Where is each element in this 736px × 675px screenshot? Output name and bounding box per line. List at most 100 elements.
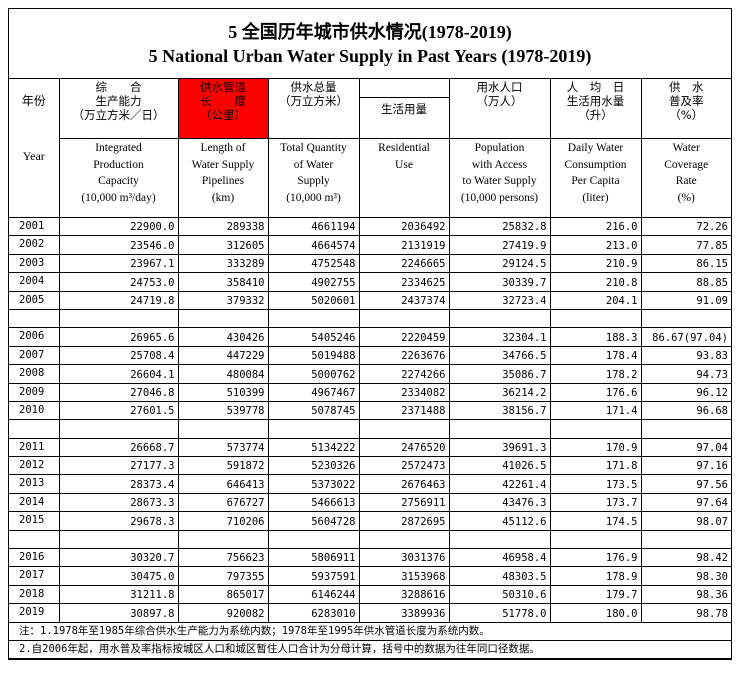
blank-row <box>9 419 731 439</box>
value-cell: 188.3 <box>549 327 642 347</box>
header-line: Daily Water <box>567 142 624 154</box>
value-cell: 2476520 <box>358 437 450 458</box>
value-cell: 174.5 <box>549 511 642 531</box>
blank-cell <box>267 529 360 550</box>
value-cell: 25832.8 <box>448 216 551 237</box>
header-line: to Water Supply <box>462 175 537 187</box>
value-cell: 333289 <box>177 253 269 274</box>
value-cell: 4661194 <box>267 216 360 237</box>
value-cell: 28373.4 <box>58 474 179 494</box>
header-line: 供 水 <box>669 80 704 94</box>
value-cell: 31211.8 <box>58 584 179 605</box>
value-cell: 646413 <box>177 474 269 494</box>
table-row: 2011 26668.7 573774 5134222 2476520 39691.3 17… <box>9 437 731 458</box>
header-line: Water Supply <box>191 158 255 171</box>
column-header-en: Total Quantity of Water Supply (10,000 m³) <box>267 138 360 218</box>
header-line: (%) <box>677 191 695 204</box>
value-cell: 710206 <box>177 511 269 531</box>
value-cell: 178.2 <box>549 364 642 384</box>
header-line: (liter) <box>582 191 609 204</box>
header-line: 综 合 <box>95 80 142 94</box>
value-cell: 48303.5 <box>448 566 551 586</box>
blank-cell <box>358 308 450 329</box>
value-cell: 539778 <box>177 400 269 421</box>
value-cell: 4967467 <box>267 382 360 402</box>
value-cell: 72.26 <box>640 216 731 237</box>
value-cell: 41026.5 <box>448 456 551 476</box>
value-cell: 27419.9 <box>448 235 551 255</box>
header-line: （%） <box>669 108 704 122</box>
year-cell: 2018 <box>9 584 60 605</box>
header-line: (10,000 persons) <box>460 191 539 204</box>
value-cell: 26965.6 <box>58 327 179 347</box>
value-cell: 96.68 <box>640 400 731 421</box>
column-header-cn: 供水总量 （万立方米） <box>267 79 360 139</box>
value-cell: 5078745 <box>267 400 360 421</box>
header-line <box>359 79 449 98</box>
value-cell: 180.0 <box>549 603 642 623</box>
value-cell: 210.8 <box>549 272 642 292</box>
value-cell: 23546.0 <box>58 235 179 255</box>
value-cell: 6146244 <box>267 584 360 605</box>
blank-cell <box>58 529 179 550</box>
blank-cell <box>267 419 360 439</box>
header-line: 生活用量 <box>381 102 427 116</box>
year-header: 年份 Year <box>9 79 60 218</box>
header-line: Rate <box>675 175 697 187</box>
year-header-en: Year <box>22 149 45 163</box>
table-title: 5 全国历年城市供水情况(1978-2019) 5 National Urban… <box>9 9 731 79</box>
blank-cell <box>58 308 179 329</box>
value-cell: 98.36 <box>640 584 731 605</box>
blank-cell <box>9 529 60 550</box>
value-cell: 2220459 <box>358 327 450 347</box>
value-cell: 5405246 <box>267 327 360 347</box>
blank-cell <box>549 529 642 550</box>
value-cell: 2572473 <box>358 456 450 476</box>
value-cell: 25708.4 <box>58 345 179 366</box>
title-cn: 5 全国历年城市供水情况(1978-2019) <box>228 22 512 42</box>
blank-cell <box>448 419 551 439</box>
blank-cell <box>177 308 269 329</box>
blank-cell <box>177 419 269 439</box>
header-line: Residential <box>378 142 430 154</box>
value-cell: 30339.7 <box>448 272 551 292</box>
table-row: 2018 31211.8 865017 6146244 3288616 50310.6 17… <box>9 584 731 605</box>
column-header-en: Length of Water Supply Pipelines (km) <box>177 138 269 218</box>
value-cell: 3153968 <box>358 566 450 586</box>
header-line: (10,000 m³) <box>286 191 341 204</box>
value-cell: 178.9 <box>549 566 642 586</box>
column-header-cn: 综 合生产能力 （万立方米／日） <box>58 79 179 139</box>
value-cell: 22900.0 <box>58 216 179 237</box>
header-line: Integrated <box>95 142 142 154</box>
table-row: 2007 25708.4 447229 5019488 2263676 34766.5 17… <box>9 345 731 366</box>
value-cell: 171.4 <box>549 400 642 421</box>
year-cell: 2019 <box>9 603 60 623</box>
blank-row <box>9 529 731 550</box>
value-cell: 3288616 <box>358 584 450 605</box>
value-cell: 573774 <box>177 437 269 458</box>
footnote: 注：1.1978年至1985年综合供水生产能力为系统内数；1978年至1995年… <box>9 621 731 641</box>
year-cell: 2003 <box>9 253 60 274</box>
blank-cell <box>549 419 642 439</box>
value-cell: 2371488 <box>358 400 450 421</box>
blank-cell <box>640 419 731 439</box>
value-cell: 32304.1 <box>448 327 551 347</box>
value-cell: 676727 <box>177 492 269 513</box>
header-line: （升） <box>578 108 613 122</box>
value-cell: 98.42 <box>640 548 731 568</box>
year-cell: 2006 <box>9 327 60 347</box>
table-row: 2019 30897.8 920082 6283010 3389936 51778.0 18… <box>9 603 731 623</box>
column-header-cn: 生活用量 <box>358 79 450 139</box>
table-row: 2014 28673.3 676727 5466613 2756911 43476.3 17… <box>9 492 731 513</box>
header-line: 生产能力 <box>95 94 142 108</box>
value-cell: 86.67(97.04) <box>640 327 731 347</box>
blank-cell <box>9 419 60 439</box>
blank-cell <box>9 308 60 329</box>
value-cell: 5937591 <box>267 566 360 586</box>
column-header-en: Daily Water Consumption Per Capita (liter) <box>549 138 642 218</box>
value-cell: 38156.7 <box>448 400 551 421</box>
value-cell: 96.12 <box>640 382 731 402</box>
table-row: 2002 23546.0 312605 4664574 2131919 27419.9 21… <box>9 235 731 255</box>
blank-cell <box>358 529 450 550</box>
value-cell: 2872695 <box>358 511 450 531</box>
